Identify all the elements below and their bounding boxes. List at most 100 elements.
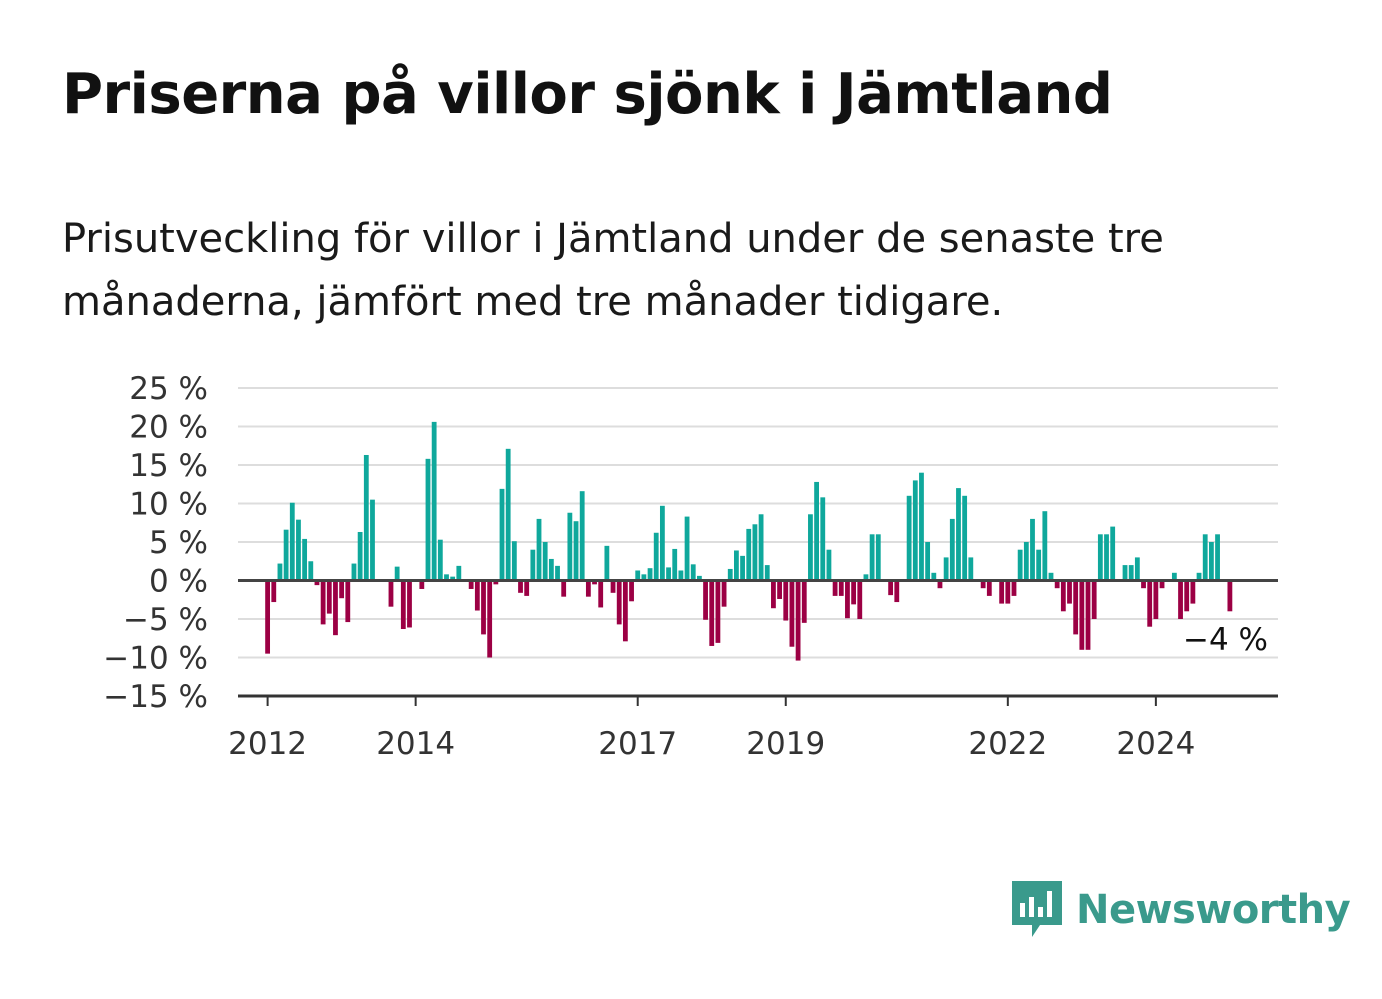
bar bbox=[555, 565, 560, 581]
bar bbox=[1097, 534, 1103, 581]
bar bbox=[869, 534, 875, 581]
bar bbox=[1104, 534, 1109, 581]
y-tick-label: −15 % bbox=[103, 679, 208, 715]
axes bbox=[238, 579, 1278, 706]
bar bbox=[407, 580, 412, 628]
y-tick-label: 0 % bbox=[149, 564, 208, 600]
bar bbox=[919, 472, 924, 581]
bar bbox=[548, 558, 554, 581]
bar bbox=[980, 580, 986, 589]
bar bbox=[1023, 542, 1029, 581]
y-tick-label: −10 % bbox=[103, 641, 208, 677]
bar bbox=[320, 580, 326, 625]
bar bbox=[1190, 580, 1196, 604]
bar bbox=[857, 580, 863, 619]
bar bbox=[1227, 580, 1233, 612]
bar bbox=[789, 580, 795, 647]
y-tick-label: 5 % bbox=[149, 525, 208, 561]
bar bbox=[795, 580, 801, 661]
bar bbox=[647, 568, 653, 581]
bar bbox=[629, 580, 634, 602]
bar bbox=[703, 580, 708, 620]
bar bbox=[289, 502, 295, 581]
bar bbox=[1054, 580, 1060, 589]
bar bbox=[826, 549, 832, 581]
y-tick-label: −5 % bbox=[123, 602, 208, 638]
bar bbox=[968, 557, 974, 581]
bar bbox=[684, 516, 690, 581]
bar bbox=[296, 519, 301, 581]
bar bbox=[696, 575, 702, 581]
bar bbox=[339, 580, 345, 599]
bar bbox=[641, 574, 647, 581]
bar bbox=[838, 580, 844, 596]
bar bbox=[388, 580, 394, 607]
bar bbox=[419, 580, 425, 589]
bar bbox=[1005, 580, 1011, 604]
x-tick-label: 2012 bbox=[228, 726, 307, 762]
bar bbox=[912, 480, 918, 581]
bar bbox=[690, 564, 696, 581]
bar bbox=[530, 549, 536, 581]
bar bbox=[715, 580, 721, 643]
last-value-label: −4 % bbox=[1183, 622, 1268, 658]
gridlines bbox=[238, 387, 1278, 659]
bar bbox=[999, 580, 1005, 604]
bar bbox=[937, 580, 943, 589]
bar bbox=[468, 580, 474, 589]
bar bbox=[986, 580, 992, 596]
y-tick-label: 15 % bbox=[129, 448, 208, 484]
bar bbox=[635, 570, 641, 581]
bar bbox=[370, 499, 375, 581]
bar-series bbox=[265, 421, 1233, 661]
bar bbox=[894, 580, 900, 603]
bar bbox=[400, 580, 406, 630]
bar bbox=[771, 580, 776, 609]
bar bbox=[1091, 580, 1097, 619]
bar bbox=[271, 580, 277, 603]
bar bbox=[524, 580, 530, 596]
bar bbox=[345, 580, 351, 623]
bar bbox=[592, 580, 597, 585]
bar bbox=[820, 497, 826, 581]
y-tick-label: 20 % bbox=[129, 410, 208, 446]
bar bbox=[437, 539, 443, 581]
bar bbox=[653, 532, 659, 581]
bar bbox=[314, 580, 320, 586]
bar bbox=[949, 518, 955, 581]
bar bbox=[801, 580, 807, 623]
bar bbox=[752, 524, 758, 581]
bar bbox=[740, 555, 745, 581]
bar bbox=[814, 481, 819, 581]
bar bbox=[610, 580, 616, 593]
bar bbox=[851, 580, 857, 605]
bar bbox=[1153, 580, 1159, 619]
x-tick-label: 2019 bbox=[746, 726, 825, 762]
bar bbox=[308, 561, 314, 581]
chart-title: Priserna på villor sjönk i Jämtland bbox=[62, 62, 1113, 127]
brand-logo[interactable]: Newsworthy bbox=[1010, 878, 1351, 942]
bar bbox=[616, 580, 622, 625]
bar bbox=[579, 491, 585, 581]
bar bbox=[659, 505, 665, 581]
bar bbox=[333, 580, 338, 636]
bar bbox=[1017, 549, 1023, 581]
bar bbox=[906, 495, 912, 581]
bar bbox=[721, 580, 727, 607]
bar bbox=[956, 488, 961, 581]
bar bbox=[598, 580, 604, 608]
bar bbox=[511, 541, 517, 581]
bar bbox=[1067, 580, 1072, 604]
bar bbox=[481, 580, 486, 635]
bar bbox=[351, 563, 357, 581]
bar bbox=[302, 538, 308, 581]
bar bbox=[573, 521, 579, 581]
bar bbox=[505, 448, 511, 581]
newsworthy-logo-icon bbox=[1012, 881, 1062, 937]
tick-labels: 25 %20 %15 %10 %5 %0 %−5 %−10 %−15 % 2012… bbox=[103, 371, 1272, 762]
bar bbox=[1073, 580, 1079, 635]
bar bbox=[672, 548, 678, 581]
bar bbox=[622, 580, 628, 642]
bar bbox=[1196, 572, 1202, 581]
